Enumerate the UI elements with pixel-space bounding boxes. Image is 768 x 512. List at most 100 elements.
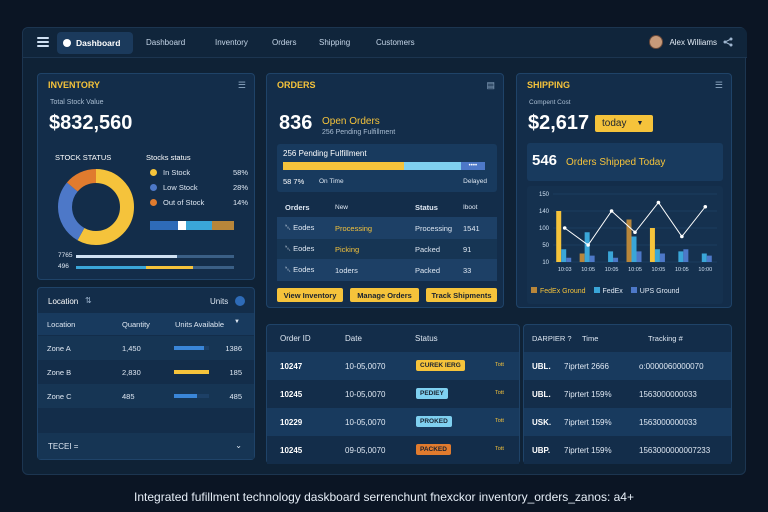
order-stage: Processing bbox=[335, 223, 373, 233]
nav-orders[interactable]: Orders bbox=[272, 38, 297, 47]
nav-shipping[interactable]: Shipping bbox=[319, 38, 351, 47]
order-row[interactable]: 10245 10-05,0070 PEDIEY Tott bbox=[267, 380, 519, 408]
x-tick-label: 10:05 bbox=[628, 267, 642, 273]
order-date: 10-05,0070 bbox=[345, 418, 386, 427]
nav-customers[interactable]: Customers bbox=[376, 38, 415, 47]
zone-quantity: 2,830 bbox=[122, 368, 141, 377]
trend-point bbox=[656, 200, 661, 205]
trend-point bbox=[609, 209, 614, 213]
bar-fedex-ground bbox=[556, 211, 562, 262]
table-header: Orders New Status Iboot bbox=[277, 196, 497, 218]
legend-low-stock: Low Stock 28% bbox=[150, 183, 248, 192]
legend-dot bbox=[150, 184, 157, 191]
ship-time: 7iprtert 159% bbox=[564, 446, 612, 455]
order-id: 10247 bbox=[280, 362, 303, 371]
y-tick-label: 50 bbox=[542, 243, 549, 249]
order-date: 09-05,0070 bbox=[345, 446, 386, 455]
chevron-down-icon: ▼ bbox=[636, 120, 644, 127]
progress-label: 256 Pending Fulfillment bbox=[283, 149, 367, 158]
nav-dashboard[interactable]: Dashboard bbox=[146, 38, 186, 47]
order-row[interactable]: 10229 10-05,0070 PROKED Tott bbox=[267, 408, 519, 436]
order-stage: Picking bbox=[335, 244, 360, 254]
printer-icon[interactable]: ▤ bbox=[486, 80, 495, 90]
carrier: UBL. bbox=[532, 362, 551, 371]
table-row[interactable]: ␀ Eodes Picking Packed 91 bbox=[277, 238, 497, 260]
tracking-row[interactable]: UBL. 7iprtert 159% 1563000000033 bbox=[524, 380, 731, 408]
share-icon[interactable] bbox=[723, 37, 733, 47]
tracking-row[interactable]: UBP. 7iprtert 159% 1563000000007233 bbox=[524, 436, 731, 464]
shipped-label: Orders Shipped Today bbox=[566, 157, 666, 168]
tracking-row[interactable]: UBL. 7iprtert 2666 o:0000060000070 bbox=[524, 352, 731, 380]
zone-quantity: 485 bbox=[122, 392, 135, 401]
period-select[interactable]: today ▼ bbox=[595, 115, 653, 132]
bar-ups-ground bbox=[566, 257, 572, 262]
on-time-label: On Time bbox=[319, 178, 344, 185]
order-row[interactable]: 10247 10-05,0070 CUREK IERG Tott bbox=[267, 352, 519, 380]
nav-inventory[interactable]: Inventory bbox=[215, 38, 248, 47]
view-inventory-button[interactable]: View Inventory bbox=[277, 288, 343, 302]
order-date: 10-05,0070 bbox=[345, 390, 386, 399]
menu-icon[interactable] bbox=[37, 37, 49, 47]
tracking-number: 1563000000007233 bbox=[639, 446, 711, 455]
zone-name: Zone C bbox=[47, 392, 72, 401]
tracking-header: DARPIER ? Time Tracking # bbox=[524, 325, 731, 351]
image-caption: Integrated fufillment technology daskboa… bbox=[134, 490, 634, 504]
sort-icon[interactable]: ⇅ bbox=[85, 296, 92, 305]
carrier: UBL. bbox=[532, 390, 551, 399]
legend-dot bbox=[150, 169, 157, 176]
user-menu[interactable]: Alex Williams bbox=[649, 35, 733, 49]
trend-point bbox=[680, 234, 684, 239]
x-tick-label: 10:05 bbox=[675, 267, 689, 273]
tracking-number: 1563000000033 bbox=[639, 390, 697, 399]
x-tick-label: 10:00 bbox=[698, 267, 712, 273]
location-row[interactable]: Zone C 485 485 bbox=[38, 384, 254, 408]
x-tick-label: 10:05 bbox=[581, 267, 595, 273]
location-panel: Location ⇅ Units Location Quantity Units… bbox=[37, 287, 255, 460]
order-count: 91 bbox=[463, 244, 472, 254]
bar-ups-ground bbox=[613, 257, 619, 262]
y-tick-label: 100 bbox=[539, 226, 550, 232]
tracking-number: o:0000060000070 bbox=[639, 362, 704, 371]
list-icon[interactable]: ☰ bbox=[237, 80, 246, 90]
chevron-down-icon[interactable]: ⌄ bbox=[235, 441, 242, 450]
availability-bar bbox=[174, 394, 209, 398]
period-select-value: today bbox=[602, 118, 627, 129]
location-row[interactable]: Zone A 1,450 1386 bbox=[38, 336, 254, 360]
track-shipments-button[interactable]: Track Shipments bbox=[426, 288, 497, 302]
bar-fedex bbox=[561, 249, 567, 262]
units-available: 485 bbox=[229, 392, 242, 401]
fulfillment-progress-card: 256 Pending Fulfillment •••• 58 7% On Ti… bbox=[277, 144, 497, 192]
bar-ups-ground bbox=[683, 249, 689, 262]
order-id: ␀ Eodes bbox=[285, 244, 315, 253]
legend-ups-ground: UPS Ground bbox=[630, 287, 679, 295]
stock-status-title: STOCK STATUS bbox=[55, 153, 112, 162]
tracking-row[interactable]: USK. 7iprtert 159% 1563000000033 bbox=[524, 408, 731, 436]
tracking-panel: DARPIER ? Time Tracking # UBL. 7iprtert … bbox=[523, 324, 732, 464]
tab-dashboard-label: Dashboard bbox=[76, 38, 121, 48]
legend-out-of-stock: Out of Stock 14% bbox=[150, 198, 248, 207]
list-icon[interactable]: ☰ bbox=[714, 80, 723, 90]
avatar bbox=[649, 35, 664, 49]
order-id: ␀ Eodes bbox=[285, 223, 315, 232]
progress-dots: •••• bbox=[460, 162, 485, 170]
y-tick-label: 150 bbox=[539, 192, 550, 198]
location-row[interactable]: Zone B 2,830 185 bbox=[38, 360, 254, 384]
units-toggle-icon[interactable] bbox=[235, 296, 245, 306]
inventory-title: INVENTORY bbox=[48, 80, 101, 90]
chevron-down-icon[interactable]: ▼ bbox=[234, 319, 240, 325]
open-orders-count: 836 bbox=[279, 112, 313, 134]
col-header-tracking: Tracking # bbox=[648, 334, 683, 343]
table-row[interactable]: ␀ Eodes 1oders Packed 33 bbox=[277, 259, 497, 281]
ship-time: 7iprtert 2666 bbox=[564, 362, 609, 371]
legend-label: In Stock bbox=[163, 168, 191, 177]
manage-orders-button[interactable]: Manage Orders bbox=[350, 288, 419, 302]
order-row[interactable]: 10245 09-05,0070 PACKED Tott bbox=[267, 436, 519, 464]
col-header-status: Status bbox=[415, 202, 438, 212]
stock-value: $832,560 bbox=[49, 112, 133, 134]
table-row[interactable]: ␀ Eodes Processing Processing 1541 bbox=[277, 217, 497, 239]
delayed-label: Delayed bbox=[463, 178, 487, 185]
tab-dashboard-active[interactable]: Dashboard bbox=[57, 32, 133, 54]
y-tick-label: 140 bbox=[539, 209, 550, 215]
legend-pct: 14% bbox=[232, 198, 248, 207]
bar-fedex-ground bbox=[626, 219, 632, 262]
